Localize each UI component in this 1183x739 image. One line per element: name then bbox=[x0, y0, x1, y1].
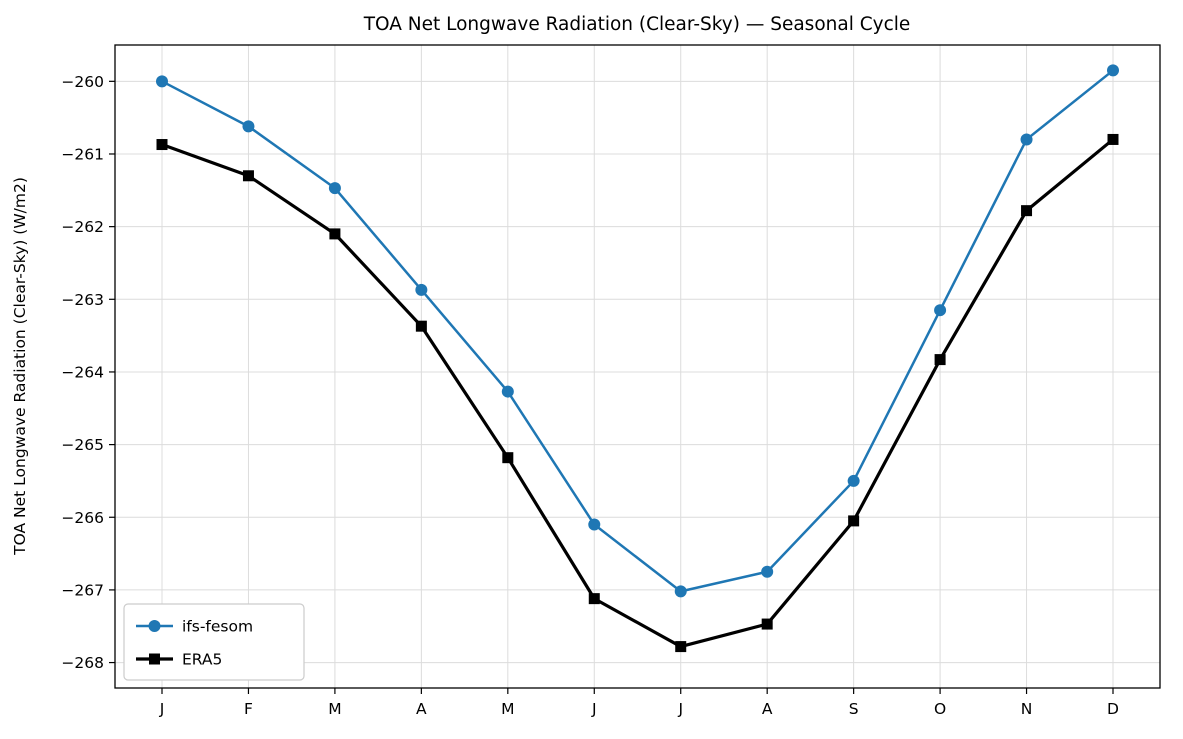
series-line-ERA5 bbox=[160, 137, 1115, 649]
series-line-ifs-fesom bbox=[160, 69, 1115, 593]
data-point-marker-ERA5 bbox=[1021, 205, 1033, 217]
data-point-marker-ifs-fesom bbox=[761, 565, 774, 578]
x-tick-label: J bbox=[591, 700, 597, 718]
x-tick-label: O bbox=[934, 700, 946, 718]
data-point-marker-ERA5 bbox=[1107, 133, 1119, 145]
x-tick-label: M bbox=[328, 700, 341, 718]
x-tick-label: D bbox=[1107, 700, 1119, 718]
data-point-marker-ERA5 bbox=[329, 228, 341, 240]
y-tick-label: −268 bbox=[61, 654, 104, 672]
data-point-marker-ifs-fesom bbox=[415, 283, 428, 296]
data-point-marker-ERA5 bbox=[502, 452, 514, 464]
y-tick-label: −264 bbox=[61, 363, 104, 381]
y-tick-label: −261 bbox=[61, 145, 104, 163]
data-point-marker-ifs-fesom bbox=[501, 385, 514, 398]
x-tick-label: A bbox=[762, 700, 773, 718]
y-tick-label: −260 bbox=[61, 73, 104, 91]
data-point-marker-ERA5 bbox=[848, 515, 860, 527]
legend-label-ERA5: ERA5 bbox=[182, 651, 222, 669]
data-point-marker-ERA5 bbox=[934, 354, 946, 366]
data-point-marker-ERA5 bbox=[675, 641, 687, 653]
y-tick-label: −266 bbox=[61, 509, 104, 527]
data-point-marker-ERA5 bbox=[156, 139, 168, 151]
x-tick-label: N bbox=[1021, 700, 1033, 718]
chart-title: TOA Net Longwave Radiation (Clear-Sky) —… bbox=[363, 14, 911, 35]
legend-marker-ERA5 bbox=[149, 653, 160, 665]
data-point-marker-ifs-fesom bbox=[934, 304, 947, 317]
plot-area: −260 −261 −262 −263 −264 −265 −266 −267 −268 J F M A… bbox=[61, 44, 1161, 718]
y-tick-label: −263 bbox=[61, 291, 104, 309]
y-tick-label: −265 bbox=[61, 436, 104, 454]
data-point-marker-ERA5 bbox=[761, 618, 773, 630]
data-point-marker-ifs-fesom bbox=[328, 182, 341, 195]
y-tick-label: −267 bbox=[61, 581, 104, 599]
data-point-marker-ifs-fesom bbox=[1020, 133, 1033, 146]
data-point-marker-ERA5 bbox=[588, 593, 600, 605]
data-point-marker-ERA5 bbox=[242, 170, 254, 182]
y-tick-label: −262 bbox=[61, 218, 104, 236]
data-point-marker-ifs-fesom bbox=[674, 585, 687, 598]
x-tick-label: J bbox=[159, 700, 165, 718]
data-point-marker-ifs-fesom bbox=[847, 474, 860, 487]
x-tick-label: J bbox=[677, 700, 683, 718]
y-axis-label: TOA Net Longwave Radiation (Clear-Sky) (… bbox=[11, 177, 29, 556]
data-point-marker-ifs-fesom bbox=[588, 518, 601, 531]
plot-border bbox=[114, 44, 1161, 689]
legend-marker-ifs-fesom bbox=[148, 620, 161, 632]
data-point-marker-ifs-fesom bbox=[242, 120, 255, 133]
legend-box bbox=[123, 603, 305, 681]
data-point-marker-ifs-fesom bbox=[1107, 64, 1119, 77]
x-tick-label: F bbox=[244, 700, 253, 718]
x-tick-label: M bbox=[501, 700, 514, 718]
x-tick-label: A bbox=[416, 700, 427, 718]
data-point-marker-ifs-fesom bbox=[156, 75, 168, 88]
data-point-marker-ERA5 bbox=[415, 320, 427, 332]
x-tick-label: S bbox=[849, 700, 859, 718]
legend-label-ifs-fesom: ifs-fesom bbox=[182, 618, 253, 636]
